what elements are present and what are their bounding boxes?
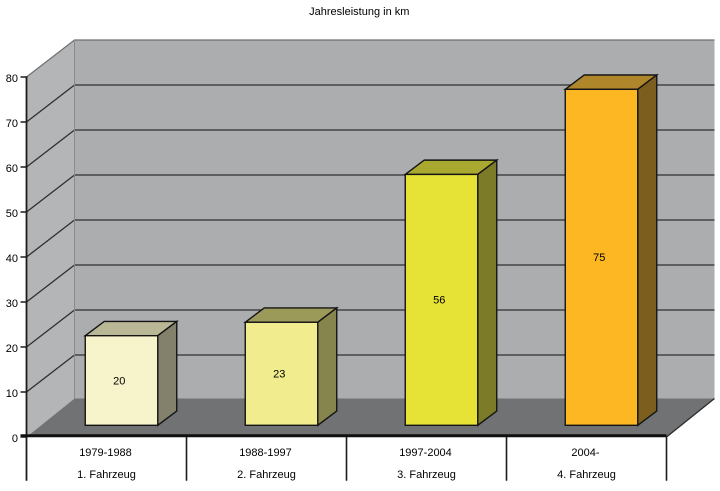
svg-text:10: 10 xyxy=(6,388,18,400)
svg-text:Jahresleistung in km: Jahresleistung in km xyxy=(309,6,409,18)
svg-text:20: 20 xyxy=(113,375,125,387)
svg-text:50: 50 xyxy=(6,208,18,220)
svg-text:80: 80 xyxy=(6,73,18,85)
svg-text:30: 30 xyxy=(6,298,18,310)
svg-text:23: 23 xyxy=(273,369,285,381)
svg-text:3. Fahrzeug: 3. Fahrzeug xyxy=(397,469,456,481)
svg-text:1. Fahrzeug: 1. Fahrzeug xyxy=(77,469,136,481)
svg-text:60: 60 xyxy=(6,163,18,175)
svg-text:20: 20 xyxy=(6,343,18,355)
svg-text:1979-1988: 1979-1988 xyxy=(79,447,132,459)
svg-text:56: 56 xyxy=(433,295,445,307)
svg-text:2004-: 2004- xyxy=(571,447,599,459)
svg-text:0: 0 xyxy=(12,433,18,445)
svg-text:2. Fahrzeug: 2. Fahrzeug xyxy=(237,469,296,481)
svg-text:1988-1997: 1988-1997 xyxy=(239,447,292,459)
svg-text:4. Fahrzeug: 4. Fahrzeug xyxy=(557,469,616,481)
svg-text:1997-2004: 1997-2004 xyxy=(399,447,452,459)
svg-text:70: 70 xyxy=(6,118,18,130)
svg-text:75: 75 xyxy=(593,252,605,264)
svg-text:40: 40 xyxy=(6,253,18,265)
